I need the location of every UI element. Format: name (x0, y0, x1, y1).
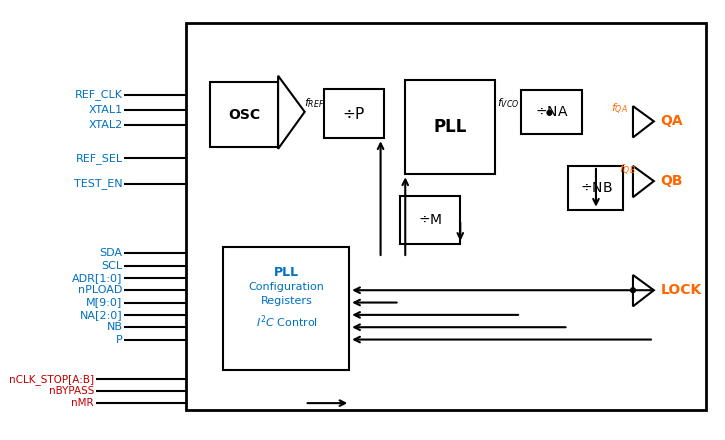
Bar (568, 166, 624, 209)
Text: nMR: nMR (72, 398, 94, 408)
Text: REF_SEL: REF_SEL (75, 153, 123, 164)
Text: $f_{REF}$: $f_{REF}$ (304, 96, 325, 110)
Polygon shape (278, 76, 304, 149)
Bar (210, 82, 278, 147)
Bar (521, 90, 581, 134)
Text: $\div$NB: $\div$NB (580, 181, 613, 195)
Text: Configuration: Configuration (249, 282, 325, 292)
Polygon shape (633, 166, 654, 197)
Circle shape (547, 110, 552, 115)
Text: XTAL2: XTAL2 (88, 120, 123, 130)
Text: nCLK_STOP[A:B]: nCLK_STOP[A:B] (9, 374, 94, 385)
Text: XTAL1: XTAL1 (88, 105, 123, 115)
Bar (323, 89, 384, 139)
Text: ADR[1:0]: ADR[1:0] (72, 273, 123, 283)
Text: $f_{QB}$: $f_{QB}$ (619, 163, 636, 178)
Circle shape (631, 288, 635, 293)
Text: P: P (116, 334, 123, 345)
Text: nPLOAD: nPLOAD (78, 285, 123, 295)
Text: $\div$P: $\div$P (342, 106, 366, 122)
Bar (186, 22, 706, 410)
Text: NB: NB (107, 322, 123, 332)
Text: SDA: SDA (99, 248, 123, 258)
Text: QA: QA (660, 114, 683, 128)
Text: $f_{VCO}$: $f_{VCO}$ (497, 96, 520, 110)
Bar (223, 246, 349, 370)
Bar (405, 80, 495, 174)
Bar (399, 196, 460, 244)
Polygon shape (633, 106, 654, 137)
Text: $f_{QA}$: $f_{QA}$ (611, 102, 628, 117)
Text: PLL: PLL (433, 118, 466, 136)
Text: SCL: SCL (102, 260, 123, 271)
Text: OSC: OSC (228, 108, 260, 122)
Polygon shape (633, 275, 654, 306)
Text: nBYPASS: nBYPASS (49, 386, 94, 396)
Text: QB: QB (660, 174, 683, 188)
Text: Registers: Registers (261, 296, 312, 306)
Text: LOCK: LOCK (660, 283, 702, 297)
Text: M[9:0]: M[9:0] (86, 297, 123, 308)
Text: TEST_EN: TEST_EN (74, 179, 123, 189)
Text: REF_CLK: REF_CLK (75, 89, 123, 100)
Text: $\div$M: $\div$M (418, 213, 442, 227)
Text: $I^2C$ Control: $I^2C$ Control (256, 313, 318, 330)
Text: PLL: PLL (274, 266, 299, 279)
Text: NA[2:0]: NA[2:0] (80, 310, 123, 320)
Text: $\div$NA: $\div$NA (534, 105, 568, 119)
